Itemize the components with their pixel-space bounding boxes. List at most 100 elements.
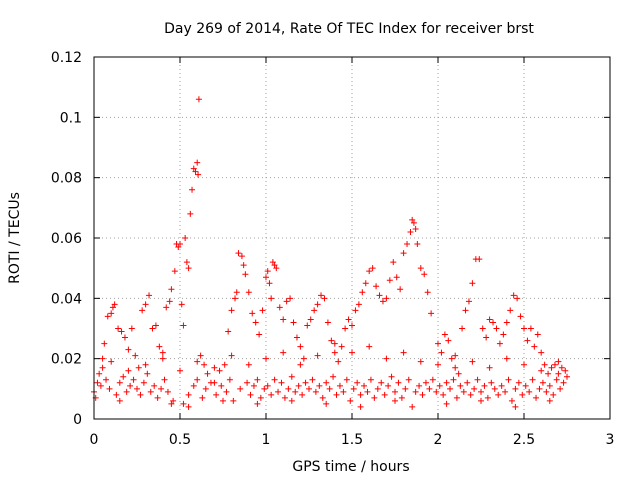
data-point (426, 385, 433, 392)
data-point (414, 241, 421, 248)
data-point (331, 349, 338, 356)
data-point (357, 391, 364, 398)
y-tick-label: 0 (73, 412, 82, 428)
data-point (128, 325, 135, 332)
data-point (237, 385, 244, 392)
data-point (416, 382, 423, 389)
data-point (369, 265, 376, 272)
data-point (244, 379, 251, 386)
y-tick-label: 0.04 (51, 291, 82, 307)
data-point (311, 307, 318, 314)
data-point (352, 307, 359, 314)
data-point (333, 391, 340, 398)
data-point (180, 322, 187, 329)
data-point (195, 96, 202, 103)
data-point (383, 295, 390, 302)
data-point (349, 349, 355, 356)
data-point (197, 352, 204, 359)
data-point (247, 391, 254, 398)
data-point (526, 388, 533, 395)
data-point (178, 301, 185, 308)
data-point (96, 370, 103, 377)
data-point (268, 391, 275, 398)
data-point (264, 382, 271, 389)
data-point (555, 370, 562, 377)
data-point (218, 382, 225, 389)
data-point (147, 388, 154, 395)
data-point (558, 364, 565, 371)
data-point (290, 319, 297, 326)
grid-lines (94, 57, 610, 419)
data-point (498, 382, 505, 389)
data-point (233, 289, 240, 296)
y-tick-label: 0.08 (51, 171, 82, 187)
data-point (428, 310, 435, 317)
data-point (409, 216, 416, 223)
data-point (400, 250, 407, 257)
data-point (440, 391, 447, 398)
y-tick-label: 0.06 (51, 231, 82, 247)
data-point (478, 397, 484, 404)
x-tick-labels: 0 0.5 1 1.5 2 2.5 3 (90, 432, 615, 448)
data-point (159, 355, 166, 362)
data-point (419, 391, 426, 398)
data-point (190, 165, 197, 172)
data-point (171, 268, 178, 275)
data-point (376, 292, 383, 299)
y-tick-label: 0.1 (60, 110, 82, 126)
data-point (536, 385, 543, 392)
data-point (562, 367, 569, 374)
data-point (412, 388, 419, 395)
data-point (385, 382, 392, 389)
data-point (321, 295, 328, 302)
data-point (340, 388, 347, 395)
data-point (152, 322, 159, 329)
data-point (436, 382, 443, 389)
data-point (287, 295, 294, 302)
data-point (381, 391, 388, 398)
data-point (443, 379, 450, 386)
data-point (541, 361, 548, 368)
data-point (104, 313, 111, 320)
data-point (529, 376, 536, 383)
data-point (483, 334, 490, 341)
data-point (316, 382, 323, 389)
data-point (450, 376, 457, 383)
data-point (503, 355, 510, 362)
data-point (564, 373, 570, 380)
data-point (514, 295, 521, 302)
data-point (293, 334, 300, 341)
data-point (438, 349, 445, 356)
data-point (445, 337, 452, 344)
data-point (199, 394, 206, 401)
data-point (288, 397, 295, 404)
data-point (373, 283, 380, 290)
data-point (211, 364, 218, 371)
data-point (194, 376, 201, 383)
data-point (503, 319, 510, 326)
data-point (118, 328, 125, 335)
data-point (424, 289, 431, 296)
data-point (350, 385, 357, 392)
data-point (254, 400, 261, 407)
data-point (123, 388, 130, 395)
data-point (240, 262, 247, 269)
data-point (407, 228, 414, 235)
data-point (108, 310, 115, 317)
data-point (134, 385, 140, 392)
data-point (314, 352, 321, 359)
data-point (349, 322, 355, 329)
data-point (135, 364, 142, 371)
data-point (271, 376, 278, 383)
data-point (101, 340, 108, 347)
data-point (366, 268, 373, 275)
data-point (166, 298, 173, 305)
data-point (312, 388, 319, 395)
data-point (232, 295, 239, 302)
x-axis-label: GPS time / hours (292, 459, 409, 475)
data-point (388, 373, 395, 380)
data-point (524, 337, 531, 344)
data-point (185, 265, 192, 272)
data-point (335, 358, 342, 365)
data-point (216, 367, 223, 374)
